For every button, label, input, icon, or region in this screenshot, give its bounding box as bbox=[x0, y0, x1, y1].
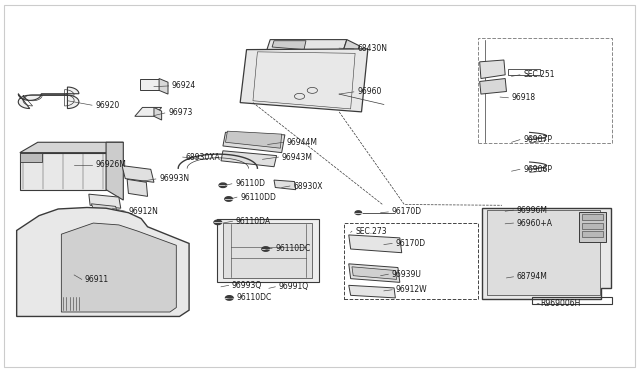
Polygon shape bbox=[579, 212, 606, 241]
Text: 96911: 96911 bbox=[85, 275, 109, 284]
Text: 96924: 96924 bbox=[172, 81, 196, 90]
Polygon shape bbox=[240, 49, 368, 112]
Polygon shape bbox=[223, 223, 312, 278]
Text: 96926M: 96926M bbox=[95, 160, 126, 169]
Text: 96110DC: 96110DC bbox=[275, 244, 310, 253]
Polygon shape bbox=[582, 231, 603, 237]
Text: 96110DC: 96110DC bbox=[237, 294, 272, 302]
Polygon shape bbox=[342, 39, 360, 60]
Polygon shape bbox=[216, 219, 319, 282]
Polygon shape bbox=[140, 78, 159, 90]
Polygon shape bbox=[272, 41, 306, 49]
Polygon shape bbox=[582, 214, 603, 220]
Polygon shape bbox=[19, 87, 79, 109]
Text: 96110D: 96110D bbox=[235, 179, 265, 188]
Circle shape bbox=[214, 220, 221, 225]
Polygon shape bbox=[225, 131, 282, 148]
Text: 96939U: 96939U bbox=[392, 270, 421, 279]
Polygon shape bbox=[349, 235, 402, 253]
Polygon shape bbox=[479, 78, 506, 94]
Text: 96943M: 96943M bbox=[282, 153, 313, 161]
Text: 96996M: 96996M bbox=[516, 206, 548, 215]
Text: 96918: 96918 bbox=[511, 93, 536, 102]
Text: SEC.251: SEC.251 bbox=[523, 70, 555, 79]
Polygon shape bbox=[159, 78, 168, 94]
Text: 96170D: 96170D bbox=[392, 208, 422, 217]
Circle shape bbox=[262, 247, 269, 251]
Polygon shape bbox=[20, 142, 124, 153]
Text: 96110DD: 96110DD bbox=[240, 193, 276, 202]
Circle shape bbox=[355, 211, 362, 215]
Text: 68930XA: 68930XA bbox=[186, 153, 221, 161]
Text: 96912W: 96912W bbox=[396, 285, 427, 294]
Text: 68930X: 68930X bbox=[293, 182, 323, 190]
Polygon shape bbox=[479, 60, 505, 78]
Text: R969006H: R969006H bbox=[540, 299, 580, 308]
Text: 96906P: 96906P bbox=[523, 165, 552, 174]
Circle shape bbox=[225, 296, 233, 300]
Polygon shape bbox=[61, 223, 176, 312]
Polygon shape bbox=[266, 39, 347, 53]
Text: SEC.273: SEC.273 bbox=[355, 227, 387, 236]
Text: 96993N: 96993N bbox=[159, 174, 189, 183]
Text: 96110DA: 96110DA bbox=[236, 217, 271, 226]
Polygon shape bbox=[127, 179, 148, 196]
Text: 68430N: 68430N bbox=[357, 44, 387, 53]
Text: 96944M: 96944M bbox=[287, 138, 318, 147]
Text: 96993Q: 96993Q bbox=[232, 281, 262, 290]
Polygon shape bbox=[582, 223, 603, 229]
Polygon shape bbox=[89, 194, 121, 208]
Polygon shape bbox=[274, 180, 296, 190]
Text: 96973: 96973 bbox=[168, 109, 193, 118]
Text: 96920: 96920 bbox=[95, 101, 120, 110]
Polygon shape bbox=[482, 208, 611, 299]
Polygon shape bbox=[20, 153, 106, 190]
Text: 96991Q: 96991Q bbox=[278, 282, 308, 291]
Polygon shape bbox=[154, 108, 162, 120]
Polygon shape bbox=[352, 267, 397, 279]
Polygon shape bbox=[20, 153, 42, 162]
Text: 68794M: 68794M bbox=[516, 272, 548, 281]
Text: 96960+A: 96960+A bbox=[516, 219, 553, 228]
Polygon shape bbox=[135, 108, 162, 116]
Text: 96170D: 96170D bbox=[396, 239, 426, 248]
Text: 96912N: 96912N bbox=[129, 207, 158, 216]
Polygon shape bbox=[106, 142, 124, 200]
Text: 96960: 96960 bbox=[357, 87, 381, 96]
Polygon shape bbox=[92, 204, 117, 212]
Polygon shape bbox=[349, 285, 396, 298]
Polygon shape bbox=[221, 151, 276, 167]
Circle shape bbox=[225, 197, 232, 201]
Polygon shape bbox=[122, 166, 154, 182]
Polygon shape bbox=[17, 208, 189, 317]
Circle shape bbox=[219, 183, 227, 187]
Polygon shape bbox=[487, 210, 600, 295]
Polygon shape bbox=[349, 264, 400, 282]
Polygon shape bbox=[223, 132, 285, 153]
Text: 96907P: 96907P bbox=[523, 135, 552, 144]
